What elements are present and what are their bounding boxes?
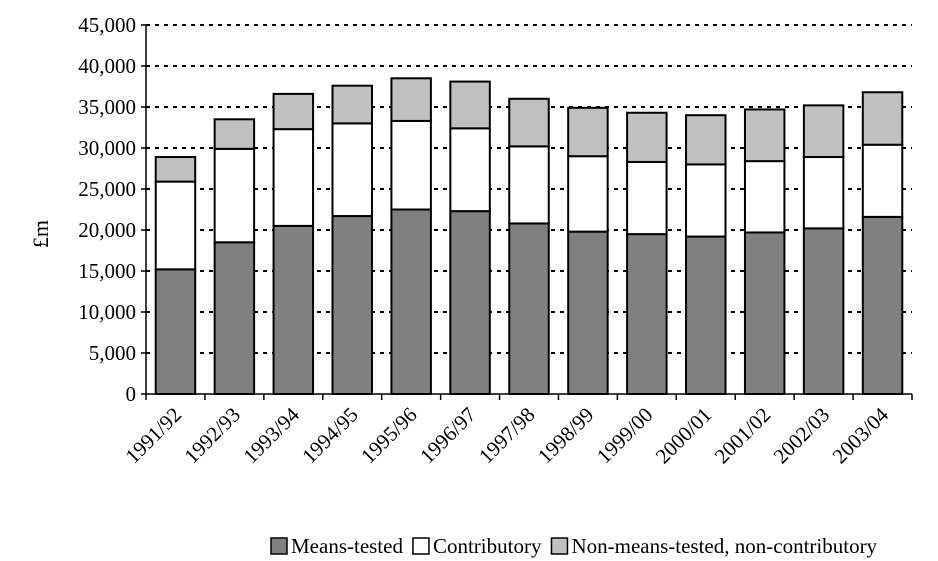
x-tick-label: 2000/01 <box>651 403 717 469</box>
legend-label: Non-means-tested, non-contributory <box>571 534 877 558</box>
x-tick-label: 1998/99 <box>533 403 599 469</box>
bar-segment <box>743 160 786 234</box>
bar-segment <box>861 143 904 218</box>
y-tick-label: 0 <box>126 382 137 406</box>
bar-segment <box>508 97 550 148</box>
x-tick-label: 1994/95 <box>297 403 363 469</box>
x-tick-label: 1997/98 <box>474 403 540 469</box>
y-tick-label: 5,000 <box>89 341 136 365</box>
legend-swatch <box>412 537 430 555</box>
y-tick-label: 20,000 <box>78 218 136 242</box>
bar-segment <box>213 241 256 395</box>
x-tick-label: 1996/97 <box>415 403 481 469</box>
bar-segment <box>213 118 256 150</box>
bar-segment <box>743 108 786 163</box>
bar-segment <box>802 227 845 395</box>
legend-label: Contributory <box>433 534 542 558</box>
legend-swatch <box>550 537 569 555</box>
bar-segment <box>567 106 609 158</box>
y-axis-label: £m <box>28 220 53 248</box>
x-tick-label: 2003/04 <box>827 402 893 468</box>
y-tick-label: 40,000 <box>78 54 136 78</box>
bar-segment <box>449 127 491 213</box>
bar-segment <box>154 180 197 271</box>
x-tick-label: 2001/02 <box>710 403 776 469</box>
bar-segment <box>154 268 197 395</box>
bar-segment <box>802 156 845 230</box>
bar-segment <box>213 147 256 244</box>
bar-segment <box>743 231 786 395</box>
bar-segment <box>331 84 373 125</box>
bar-segment <box>390 77 432 122</box>
axes: 0 5,000 10,000 15,000 20,000 25,000 30,000 35,0… <box>78 13 913 469</box>
x-tick-label: 2002/03 <box>769 403 835 469</box>
x-tick-label: 1992/93 <box>179 403 245 469</box>
y-tick-label: 15,000 <box>78 259 136 283</box>
legend: Means-tested Contributory Non-means-tested… <box>270 534 878 558</box>
x-tick-label: 1999/00 <box>592 403 658 469</box>
bar-segment <box>272 128 315 227</box>
bar-segment <box>626 111 668 163</box>
bar-segment <box>390 119 432 211</box>
y-tick-label: 35,000 <box>78 95 136 119</box>
bar-segment <box>861 215 904 395</box>
bar-segment <box>567 230 609 395</box>
bar-segment <box>449 80 491 130</box>
legend-label: Means-tested <box>291 534 403 558</box>
bar-segment <box>449 210 491 395</box>
bar-segment <box>272 92 315 131</box>
bar-segment <box>508 222 550 395</box>
y-tick-label: 25,000 <box>78 177 136 201</box>
x-tick-label: 1993/94 <box>238 402 304 468</box>
bar-segment <box>154 156 197 183</box>
x-tick-label: 1995/96 <box>356 403 422 469</box>
x-tick-label: 1991/92 <box>120 403 186 469</box>
bar-segment <box>626 160 668 236</box>
bar-segment <box>390 208 432 395</box>
y-tick-label: 10,000 <box>78 300 136 324</box>
y-tick-label: 45,000 <box>78 13 136 37</box>
legend-swatch <box>270 537 288 555</box>
bar-segment <box>331 122 373 218</box>
bar-segment <box>685 235 727 395</box>
bar-segment <box>626 233 668 395</box>
bar-segment <box>331 215 373 395</box>
bar-segment <box>567 155 609 233</box>
bar-segment <box>685 163 727 238</box>
bar-segment <box>508 145 550 225</box>
bars <box>154 77 904 395</box>
bar-segment <box>272 224 315 395</box>
bar-segment <box>802 104 845 159</box>
bar-segment <box>685 114 727 166</box>
bar-segment <box>861 91 904 146</box>
y-tick-label: 30,000 <box>78 136 136 160</box>
